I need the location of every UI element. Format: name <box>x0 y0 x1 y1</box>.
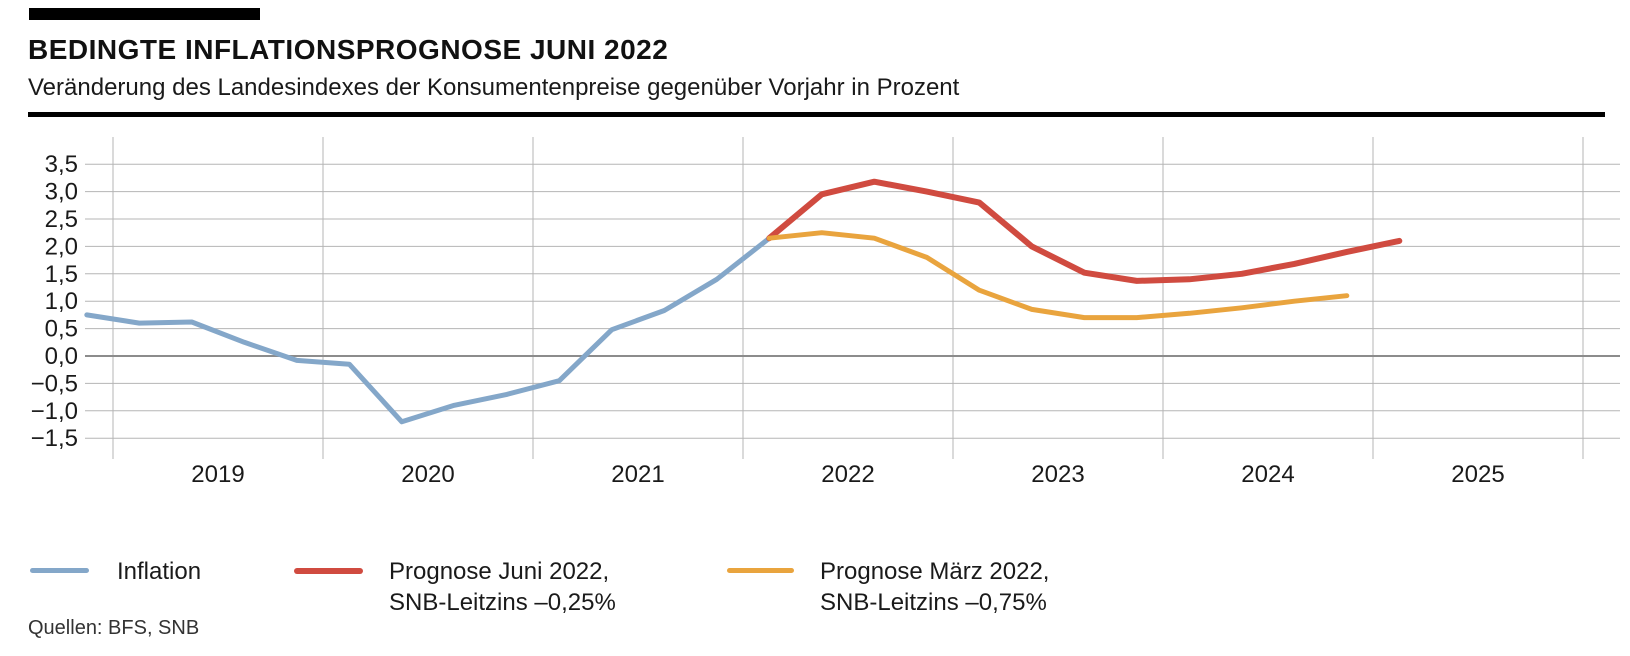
legend-label-line: Prognose Juni 2022, <box>389 558 610 585</box>
y-tick-label: 1,0 <box>45 288 78 315</box>
legend-label-inflation: Inflation <box>117 558 202 585</box>
series-line-inflation <box>84 235 772 425</box>
page-subtitle: Veränderung des Landesindexes der Konsum… <box>28 74 960 101</box>
x-tick-label: 2019 <box>191 461 244 488</box>
legend-label-line: SNB-Leitzins –0,75% <box>820 589 1047 616</box>
y-tick-label: 0,5 <box>45 316 78 343</box>
x-tick-label: 2024 <box>1241 461 1294 488</box>
y-tick-label: −1,0 <box>31 398 78 425</box>
header-rule <box>28 112 1605 117</box>
y-tick-label: −1,5 <box>31 425 78 452</box>
header-accent-bar <box>29 8 260 20</box>
series-line-prognose_maerz <box>766 230 1350 321</box>
y-tick-label: 3,5 <box>45 151 78 178</box>
page-title: BEDINGTE INFLATIONSPROGNOSE JUNI 2022 <box>28 34 669 65</box>
source-note: Quellen: BFS, SNB <box>28 617 200 639</box>
y-tick-label: 1,5 <box>45 261 78 288</box>
y-tick-label: 3,0 <box>45 179 78 206</box>
legend-label-line: SNB-Leitzins –0,25% <box>389 589 616 616</box>
legend-label-prognose-maerz: Prognose März 2022, SNB-Leitzins –0,75% <box>820 556 1049 618</box>
legend-swatch-inflation <box>30 568 89 573</box>
x-tick-label: 2021 <box>611 461 664 488</box>
y-tick-label: 2,0 <box>45 233 78 260</box>
legend-swatch-prognose-maerz <box>727 568 794 573</box>
y-tick-label: 0,0 <box>45 343 78 370</box>
y-tick-label: −0,5 <box>31 370 78 397</box>
series-line-prognose_juni <box>766 178 1403 284</box>
legend-swatch-prognose-juni <box>294 568 363 574</box>
y-tick-label: 2,5 <box>45 206 78 233</box>
x-tick-label: 2023 <box>1031 461 1084 488</box>
x-tick-label: 2020 <box>401 461 454 488</box>
x-tick-label: 2025 <box>1451 461 1504 488</box>
legend-label-line: Prognose März 2022, <box>820 558 1050 585</box>
x-tick-label: 2022 <box>821 461 874 488</box>
legend-label-prognose-juni: Prognose Juni 2022, SNB-Leitzins –0,25% <box>389 556 616 618</box>
